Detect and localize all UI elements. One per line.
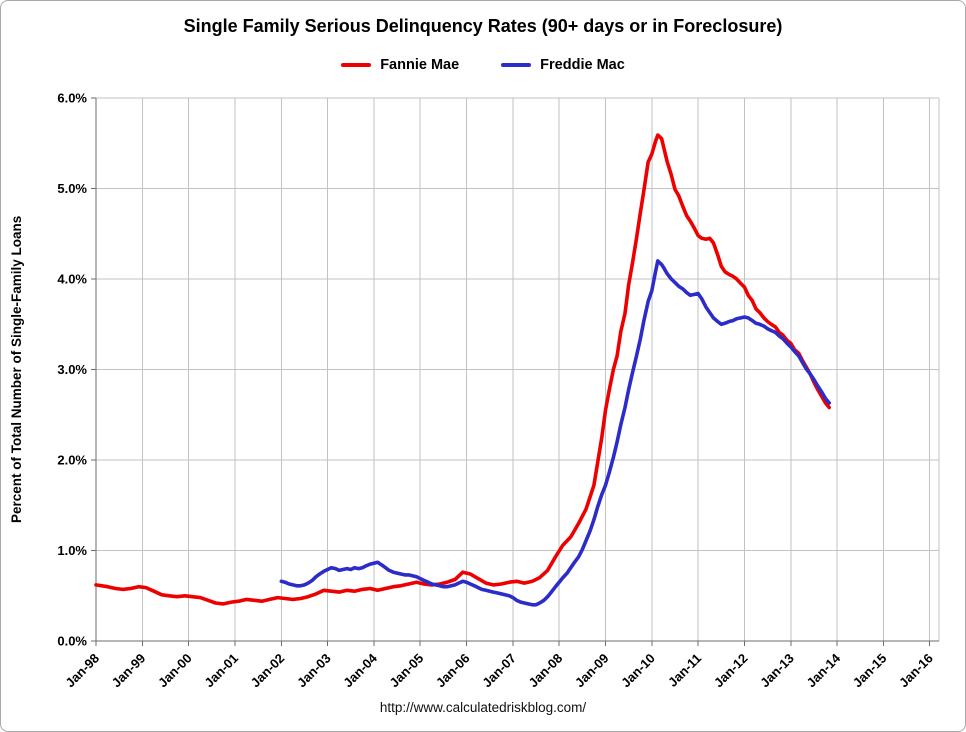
x-tick-label: Jan-09 xyxy=(572,651,612,691)
x-tick-label: Jan-98 xyxy=(62,651,102,691)
series-line-freddie-mac xyxy=(279,259,832,607)
source-url: http://www.calculatedriskblog.com/ xyxy=(379,700,587,715)
freddie-mac-line-swatch xyxy=(501,63,532,67)
x-tick-label: Jan-02 xyxy=(248,651,288,691)
x-tick-label: Jan-13 xyxy=(757,651,797,691)
x-tick-label: Jan-00 xyxy=(155,651,195,691)
x-tick-label: Jan-16 xyxy=(896,651,936,691)
x-tick-label: Jan-14 xyxy=(803,650,843,690)
x-tick-label: Jan-08 xyxy=(526,651,566,691)
y-tick-label: 5.0% xyxy=(57,181,87,196)
legend-item-fannie-mae: Fannie Mae xyxy=(341,57,459,73)
x-tick-label: Jan-06 xyxy=(433,651,473,691)
y-tick-label: 4.0% xyxy=(57,272,87,287)
series-line-fannie-mae xyxy=(94,133,832,606)
x-tick-label: Jan-11 xyxy=(665,651,704,690)
plot-area: 0.0% 1.0% 2.0% 3.0% 4.0% 5.0% 6.0% Jan-98 Jan-99… xyxy=(57,91,940,691)
x-tick-label: Jan-05 xyxy=(387,651,427,691)
x-tick-label: Jan-99 xyxy=(109,651,149,691)
y-tick-label: 3.0% xyxy=(57,362,87,377)
x-tick-label: Jan-10 xyxy=(618,651,658,691)
y-tick-label: 6.0% xyxy=(57,91,87,106)
x-tick-label: Jan-01 xyxy=(201,651,241,691)
chart-title: Single Family Serious Delinquency Rates … xyxy=(183,16,783,36)
legend: Fannie Mae Freddie Mac xyxy=(1,57,965,73)
legend-label-freddie-mac: Freddie Mac xyxy=(540,57,625,73)
y-tick-label: 2.0% xyxy=(57,453,87,468)
x-tick-label: Jan-15 xyxy=(850,651,890,691)
fannie-mae-line-swatch xyxy=(341,63,372,67)
y-tick-label: 1.0% xyxy=(57,543,87,558)
legend-item-freddie-mac: Freddie Mac xyxy=(501,57,625,73)
y-tick-label: 0.0% xyxy=(57,634,87,649)
x-tick-label: Jan-04 xyxy=(340,650,380,690)
x-tick-label: Jan-12 xyxy=(711,651,751,691)
x-tick-label: Jan-07 xyxy=(479,651,519,691)
legend-label-fannie-mae: Fannie Mae xyxy=(380,57,460,73)
x-tick-label: Jan-03 xyxy=(294,651,334,691)
